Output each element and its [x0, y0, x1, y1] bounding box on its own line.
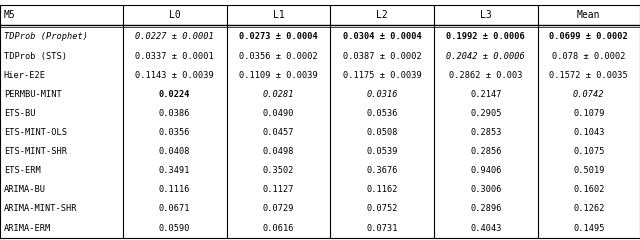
Text: 0.0539: 0.0539 [366, 147, 398, 156]
Text: 0.0273 ± 0.0004: 0.0273 ± 0.0004 [239, 32, 318, 42]
Text: ETS-MINT-SHR: ETS-MINT-SHR [4, 147, 67, 156]
Text: 0.0227 ± 0.0001: 0.0227 ± 0.0001 [135, 32, 214, 42]
Text: 0.1495: 0.1495 [573, 223, 605, 233]
Text: 0.0281: 0.0281 [262, 90, 294, 99]
Text: 0.0699 ± 0.0002: 0.0699 ± 0.0002 [549, 32, 628, 42]
Text: ETS-MINT-OLS: ETS-MINT-OLS [4, 128, 67, 137]
Text: L2: L2 [376, 10, 388, 20]
Text: 0.0490: 0.0490 [262, 109, 294, 118]
Text: 0.9406: 0.9406 [470, 166, 502, 175]
Text: 0.1116: 0.1116 [159, 185, 191, 194]
Text: 0.0536: 0.0536 [366, 109, 398, 118]
Text: 0.1043: 0.1043 [573, 128, 605, 137]
Text: 0.0408: 0.0408 [159, 147, 191, 156]
Text: 0.0457: 0.0457 [262, 128, 294, 137]
Text: ARIMA-MINT-SHR: ARIMA-MINT-SHR [4, 204, 77, 213]
Text: 0.0616: 0.0616 [262, 223, 294, 233]
Text: 0.0337 ± 0.0001: 0.0337 ± 0.0001 [135, 52, 214, 60]
Text: 0.0508: 0.0508 [366, 128, 398, 137]
Text: 0.0316: 0.0316 [366, 90, 398, 99]
Text: 0.0304 ± 0.0004: 0.0304 ± 0.0004 [342, 32, 422, 42]
Text: TDProb (STS): TDProb (STS) [4, 52, 67, 60]
Text: TDProb (Prophet): TDProb (Prophet) [4, 32, 88, 42]
Text: L1: L1 [273, 10, 284, 20]
Text: 0.0386: 0.0386 [159, 109, 191, 118]
Text: 0.5019: 0.5019 [573, 166, 605, 175]
Text: 0.3502: 0.3502 [262, 166, 294, 175]
Text: 0.0498: 0.0498 [262, 147, 294, 156]
Text: 0.1602: 0.1602 [573, 185, 605, 194]
Text: ETS-ERM: ETS-ERM [4, 166, 40, 175]
Text: 0.0742: 0.0742 [573, 90, 605, 99]
Text: ARIMA-BU: ARIMA-BU [4, 185, 46, 194]
Text: 0.2862 ± 0.003: 0.2862 ± 0.003 [449, 71, 522, 80]
Text: L0: L0 [169, 10, 180, 20]
Text: 0.3676: 0.3676 [366, 166, 398, 175]
Text: Mean: Mean [577, 10, 600, 20]
Text: 0.0752: 0.0752 [366, 204, 398, 213]
Text: 0.3006: 0.3006 [470, 185, 502, 194]
Text: 0.0731: 0.0731 [366, 223, 398, 233]
Text: 0.0671: 0.0671 [159, 204, 191, 213]
Text: 0.2147: 0.2147 [470, 90, 502, 99]
Text: 0.2856: 0.2856 [470, 147, 502, 156]
Text: 0.2853: 0.2853 [470, 128, 502, 137]
Text: 0.4043: 0.4043 [470, 223, 502, 233]
Text: 0.2042 ± 0.0006: 0.2042 ± 0.0006 [446, 52, 525, 60]
Text: Hier-E2E: Hier-E2E [4, 71, 46, 80]
Text: 0.1162: 0.1162 [366, 185, 398, 194]
Text: 0.0729: 0.0729 [262, 204, 294, 213]
Text: 0.0356 ± 0.0002: 0.0356 ± 0.0002 [239, 52, 318, 60]
Text: M5: M5 [4, 10, 15, 20]
Text: 0.1127: 0.1127 [262, 185, 294, 194]
Text: 0.0590: 0.0590 [159, 223, 191, 233]
Text: 0.078 ± 0.0002: 0.078 ± 0.0002 [552, 52, 625, 60]
Text: 0.1992 ± 0.0006: 0.1992 ± 0.0006 [446, 32, 525, 42]
Text: 0.2905: 0.2905 [470, 109, 502, 118]
Text: 0.2896: 0.2896 [470, 204, 502, 213]
Text: 0.1109 ± 0.0039: 0.1109 ± 0.0039 [239, 71, 318, 80]
Text: 0.1572 ± 0.0035: 0.1572 ± 0.0035 [549, 71, 628, 80]
Text: ARIMA-ERM: ARIMA-ERM [4, 223, 51, 233]
Text: 0.1143 ± 0.0039: 0.1143 ± 0.0039 [135, 71, 214, 80]
Text: L3: L3 [480, 10, 492, 20]
Text: 0.1262: 0.1262 [573, 204, 605, 213]
Text: 0.0356: 0.0356 [159, 128, 191, 137]
Text: 0.1075: 0.1075 [573, 147, 605, 156]
Text: PERMBU-MINT: PERMBU-MINT [4, 90, 61, 99]
Text: 0.0387 ± 0.0002: 0.0387 ± 0.0002 [342, 52, 422, 60]
Text: ETS-BU: ETS-BU [4, 109, 35, 118]
Text: 0.1175 ± 0.0039: 0.1175 ± 0.0039 [342, 71, 422, 80]
Text: 0.3491: 0.3491 [159, 166, 191, 175]
Text: 0.0224: 0.0224 [159, 90, 191, 99]
Text: 0.1079: 0.1079 [573, 109, 605, 118]
